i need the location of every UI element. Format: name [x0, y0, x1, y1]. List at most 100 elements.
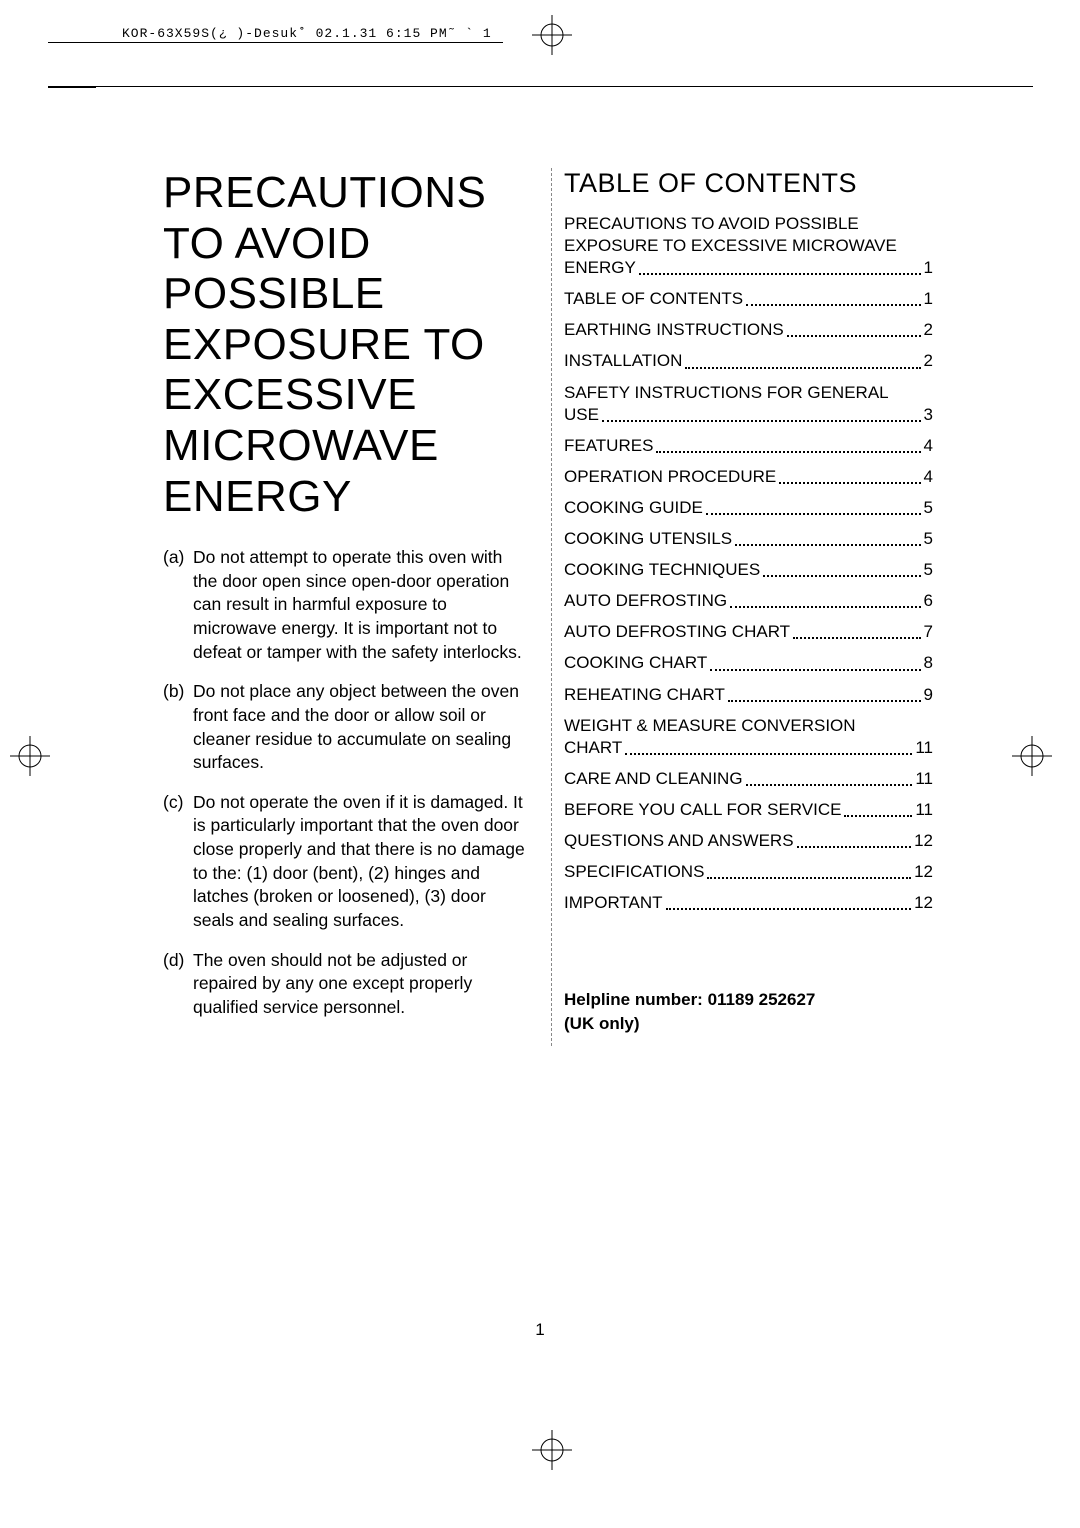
toc-label: CARE AND CLEANING: [564, 768, 743, 790]
toc-entry: OPERATION PROCEDURE 4: [564, 466, 933, 488]
toc-page: 2: [924, 319, 933, 341]
toc-label: AUTO DEFROSTING: [564, 590, 727, 612]
toc-label: IMPORTANT: [564, 892, 663, 914]
toc-entry: COOKING GUIDE 5: [564, 497, 933, 519]
toc-page: 12: [914, 861, 933, 883]
precautions-heading: PRECAUTIONS TO AVOID POSSIBLE EXPOSURE T…: [163, 168, 529, 522]
toc-label: BEFORE YOU CALL FOR SERVICE: [564, 799, 841, 821]
toc-page: 4: [924, 435, 933, 457]
toc-entry: IMPORTANT 12: [564, 892, 933, 914]
toc-page: 4: [924, 466, 933, 488]
toc-page: 7: [924, 621, 933, 643]
toc-entry: COOKING CHART8: [564, 652, 933, 674]
toc-leader-dots: [656, 451, 920, 453]
toc-page: 5: [924, 559, 933, 581]
toc-page: 12: [914, 830, 933, 852]
toc-leader-dots: [797, 846, 912, 848]
toc-entry: INSTALLATION 2: [564, 350, 933, 372]
toc-label: REHEATING CHART: [564, 684, 725, 706]
precaution-item: (c)Do not operate the oven if it is dama…: [163, 791, 529, 933]
toc-page: 5: [924, 528, 933, 550]
registration-mark-right: [1012, 736, 1052, 781]
registration-mark-left: [10, 736, 50, 781]
toc-leader-dots: [793, 637, 920, 639]
toc-entry: REHEATING CHART 9: [564, 684, 933, 706]
toc-entry: COOKING TECHNIQUES 5: [564, 559, 933, 581]
helpline-line-1: Helpline number: 01189 252627: [564, 988, 933, 1012]
toc-entry: AUTO DEFROSTING 6: [564, 590, 933, 612]
toc-entry: FEATURES 4: [564, 435, 933, 457]
toc-leader-dots: [730, 606, 920, 608]
toc-entry: BEFORE YOU CALL FOR SERVICE 11: [564, 799, 933, 821]
toc-leader-dots: [602, 420, 921, 422]
registration-mark-bottom: [532, 1430, 572, 1475]
toc-page: 11: [915, 799, 933, 821]
toc-entry: COOKING UTENSILS 5: [564, 528, 933, 550]
toc-page: 1: [924, 288, 933, 310]
precaution-text: Do not place any object between the oven…: [193, 680, 529, 775]
toc-entry: WEIGHT & MEASURE CONVERSIONCHART11: [564, 715, 933, 759]
header-rule-1: [48, 42, 503, 43]
left-column: PRECAUTIONS TO AVOID POSSIBLE EXPOSURE T…: [163, 168, 551, 1046]
precaution-item: (a)Do not attempt to operate this oven w…: [163, 546, 529, 664]
toc-leader-dots: [746, 304, 920, 306]
toc-page: 12: [914, 892, 933, 914]
toc-leader-dots: [639, 273, 921, 275]
toc-label: WEIGHT & MEASURE CONVERSION: [564, 715, 933, 737]
toc-label: COOKING UTENSILS: [564, 528, 732, 550]
toc-leader-dots: [746, 784, 913, 786]
toc-entry: TABLE OF CONTENTS1: [564, 288, 933, 310]
toc-page: 6: [924, 590, 933, 612]
toc-leader-dots: [844, 815, 912, 817]
toc-entry: PRECAUTIONS TO AVOID POSSIBLE EXPOSURE T…: [564, 213, 933, 279]
header-stamp: KOR-63X59S(¿ )-Desuk˚ 02.1.31 6:15 PM˜ `…: [122, 26, 492, 41]
precautions-list: (a)Do not attempt to operate this oven w…: [163, 546, 529, 1019]
precaution-text: Do not attempt to operate this oven with…: [193, 546, 529, 664]
toc-list: PRECAUTIONS TO AVOID POSSIBLE EXPOSURE T…: [564, 213, 933, 914]
toc-entry: EARTHING INSTRUCTIONS 2: [564, 319, 933, 341]
toc-page: 5: [924, 497, 933, 519]
toc-leader-dots: [763, 575, 920, 577]
toc-label: COOKING TECHNIQUES: [564, 559, 760, 581]
header-rule-2-bold: [48, 86, 96, 88]
helpline-line-2: (UK only): [564, 1012, 933, 1036]
precaution-marker: (c): [163, 791, 193, 933]
header-rule-2: [48, 86, 1033, 87]
toc-leader-dots: [625, 753, 912, 755]
toc-page: 11: [915, 737, 933, 759]
toc-leader-dots: [779, 482, 920, 484]
toc-label: OPERATION PROCEDURE: [564, 466, 776, 488]
toc-label: AUTO DEFROSTING CHART: [564, 621, 790, 643]
toc-leader-dots: [685, 367, 920, 369]
toc-leader-dots: [787, 335, 921, 337]
toc-label: EARTHING INSTRUCTIONS: [564, 319, 784, 341]
toc-label: COOKING GUIDE: [564, 497, 703, 519]
toc-label: PRECAUTIONS TO AVOID POSSIBLE EXPOSURE T…: [564, 213, 933, 257]
precaution-text: The oven should not be adjusted or repai…: [193, 949, 529, 1020]
toc-label-tail: USE: [564, 404, 599, 426]
registration-mark-top: [532, 15, 572, 60]
toc-label-tail: ENERGY: [564, 257, 636, 279]
toc-page: 3: [924, 404, 933, 426]
precaution-text: Do not operate the oven if it is damaged…: [193, 791, 529, 933]
toc-page: 9: [924, 684, 933, 706]
toc-leader-dots: [666, 908, 912, 910]
toc-leader-dots: [728, 700, 921, 702]
toc-label: FEATURES: [564, 435, 653, 457]
toc-page: 2: [924, 350, 933, 372]
toc-label: INSTALLATION: [564, 350, 682, 372]
precaution-marker: (d): [163, 949, 193, 1020]
precaution-item: (b)Do not place any object between the o…: [163, 680, 529, 775]
right-column: TABLE OF CONTENTS PRECAUTIONS TO AVOID P…: [551, 168, 933, 1046]
toc-leader-dots: [707, 877, 911, 879]
toc-page: 11: [915, 768, 933, 790]
toc-label: SPECIFICATIONS: [564, 861, 704, 883]
toc-label: SAFETY INSTRUCTIONS FOR GENERAL: [564, 382, 933, 404]
precaution-marker: (b): [163, 680, 193, 775]
page-number: 1: [0, 1320, 1080, 1340]
toc-leader-dots: [710, 669, 920, 671]
precaution-item: (d)The oven should not be adjusted or re…: [163, 949, 529, 1020]
toc-label: COOKING CHART: [564, 652, 707, 674]
page-content: PRECAUTIONS TO AVOID POSSIBLE EXPOSURE T…: [163, 168, 933, 1046]
toc-leader-dots: [735, 544, 920, 546]
